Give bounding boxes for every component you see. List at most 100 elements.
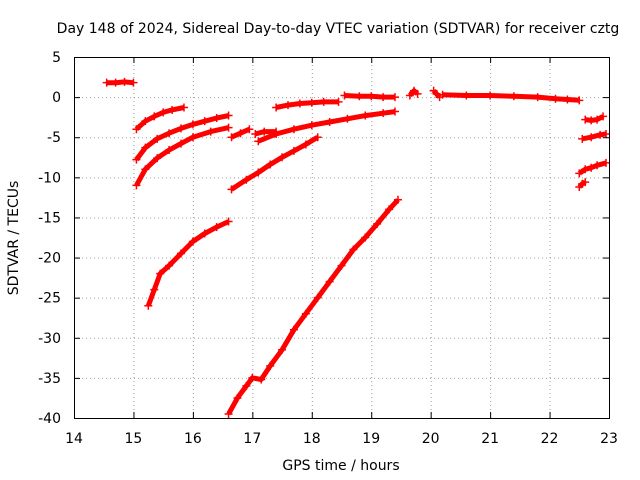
data-point bbox=[188, 133, 197, 142]
data-point bbox=[563, 95, 572, 104]
series-arc-10 bbox=[272, 97, 343, 112]
y-tick-label: -5 bbox=[47, 130, 61, 146]
data-point bbox=[242, 381, 251, 390]
data-point bbox=[581, 115, 590, 124]
series-arc-16 bbox=[581, 112, 608, 125]
data-point bbox=[254, 168, 263, 177]
data-point bbox=[391, 93, 399, 102]
data-point bbox=[325, 277, 334, 286]
y-tick-label: -30 bbox=[38, 331, 61, 347]
data-point bbox=[188, 237, 197, 246]
data-point bbox=[575, 169, 584, 178]
data-point bbox=[141, 117, 150, 126]
series-arc-12 bbox=[224, 195, 402, 418]
data-point bbox=[227, 133, 236, 142]
data-point bbox=[132, 125, 141, 134]
series-arc-04 bbox=[132, 123, 233, 190]
series-arc-01 bbox=[102, 77, 138, 87]
series-arc-09 bbox=[251, 127, 281, 139]
data-point bbox=[337, 261, 346, 270]
x-tick-label: 21 bbox=[481, 431, 499, 447]
x-axis-title: GPS time / hours bbox=[282, 458, 399, 474]
data-point bbox=[596, 130, 605, 139]
data-point bbox=[391, 107, 399, 116]
data-point bbox=[236, 129, 245, 138]
data-point bbox=[144, 301, 153, 310]
series-arc-15 bbox=[438, 90, 584, 105]
x-tick-label: 15 bbox=[125, 431, 143, 447]
data-point bbox=[251, 130, 260, 139]
data-point bbox=[233, 393, 242, 402]
x-tick-label: 17 bbox=[243, 431, 261, 447]
data-point bbox=[343, 114, 352, 123]
y-tick-label: 5 bbox=[52, 50, 61, 66]
grid-layer bbox=[74, 57, 609, 418]
y-tick-label: -10 bbox=[38, 170, 61, 186]
data-point bbox=[593, 115, 602, 124]
data-point bbox=[575, 96, 584, 105]
data-point bbox=[266, 160, 275, 169]
data-point bbox=[153, 154, 162, 163]
data-point bbox=[599, 112, 608, 121]
data-point bbox=[405, 91, 414, 100]
data-point bbox=[245, 125, 254, 134]
data-point bbox=[413, 89, 422, 98]
series-trace bbox=[257, 109, 396, 144]
data-point bbox=[248, 373, 257, 382]
series-trace bbox=[134, 125, 230, 187]
data-point bbox=[168, 105, 177, 114]
data-point bbox=[206, 127, 215, 136]
data-point bbox=[581, 178, 590, 187]
x-tick-label: 22 bbox=[541, 431, 559, 447]
data-point bbox=[212, 113, 221, 122]
data-point bbox=[355, 92, 364, 101]
data-point bbox=[438, 90, 447, 99]
data-point bbox=[156, 269, 165, 278]
data-point bbox=[587, 163, 596, 172]
series-trace bbox=[226, 198, 400, 416]
series-trace bbox=[145, 219, 230, 307]
x-tick-label: 14 bbox=[65, 431, 83, 447]
data-point bbox=[361, 233, 370, 242]
data-point bbox=[242, 175, 251, 184]
data-point bbox=[462, 91, 471, 100]
data-point bbox=[177, 124, 185, 133]
data-point bbox=[578, 134, 587, 143]
data-point bbox=[159, 108, 168, 117]
data-point bbox=[165, 146, 174, 155]
data-point bbox=[150, 112, 159, 121]
data-point bbox=[224, 111, 233, 120]
data-point bbox=[373, 219, 382, 228]
data-point bbox=[393, 195, 402, 204]
series-arc-05 bbox=[144, 217, 233, 310]
series-arc-18 bbox=[575, 158, 611, 178]
data-point bbox=[141, 143, 150, 152]
data-point bbox=[177, 139, 185, 148]
series-arc-11 bbox=[340, 91, 399, 102]
series-arc-19 bbox=[575, 178, 590, 191]
data-point bbox=[179, 103, 188, 112]
data-point bbox=[102, 78, 111, 87]
x-tick-label: 19 bbox=[362, 431, 380, 447]
data-point bbox=[385, 205, 394, 214]
data-point bbox=[260, 127, 269, 136]
y-tick-label: -20 bbox=[38, 251, 61, 267]
data-point bbox=[257, 375, 266, 384]
data-point bbox=[581, 165, 590, 174]
data-point bbox=[272, 103, 281, 112]
series-arc-13 bbox=[405, 86, 422, 100]
data-point bbox=[289, 325, 298, 334]
series-arc-06 bbox=[227, 125, 254, 142]
data-point bbox=[301, 140, 310, 149]
data-point bbox=[289, 125, 298, 134]
series-arc-07 bbox=[227, 133, 322, 194]
series-trace bbox=[230, 135, 319, 192]
data-point bbox=[188, 120, 197, 129]
data-point bbox=[278, 153, 287, 162]
series-arc-02 bbox=[132, 103, 188, 134]
plot-frame bbox=[74, 57, 610, 419]
data-point bbox=[177, 249, 185, 258]
data-point bbox=[340, 91, 349, 100]
